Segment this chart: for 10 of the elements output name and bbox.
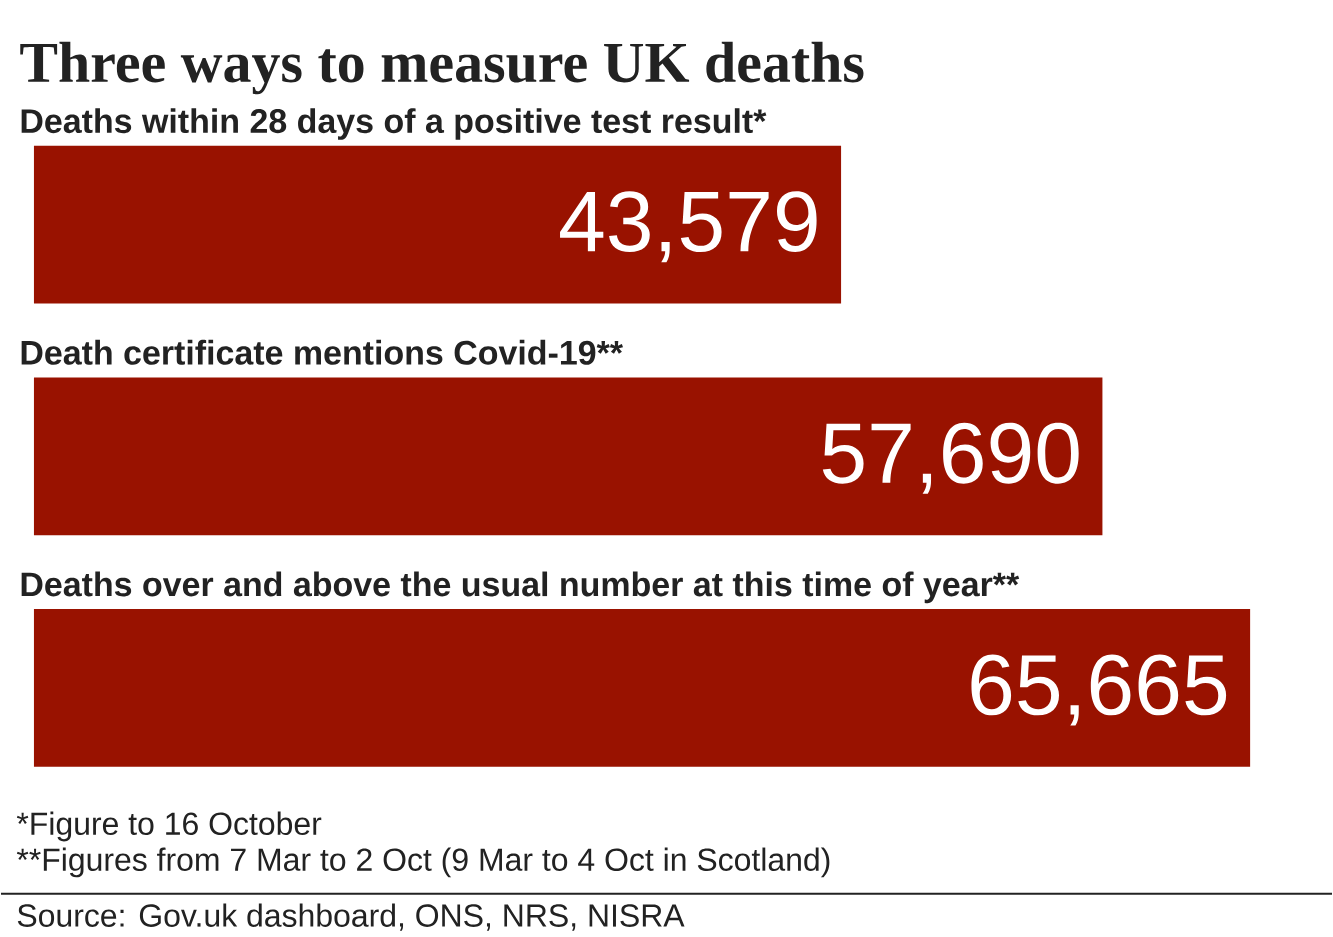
data-label: 65,665 <box>971 654 1227 726</box>
y-tick-label: Death certificate mentions Covid-19** <box>21 340 623 366</box>
y-tick-label: Deaths over and above the usual number at this time of year** <box>21 571 1020 604</box>
data-label: 57,690 <box>822 423 1079 494</box>
y-tick-label: Deaths within 28 days of a positive test result* <box>21 108 767 141</box>
data-label: 43,579 <box>560 191 817 263</box>
text: Three ways to measure UK deaths <box>20 41 864 95</box>
source-note: Source: Gov.uk dashboard, ONS, NRS, NISRA <box>17 903 685 931</box>
text: **Figures from 7 Mar to 2 Oct (9 Mar to 4 Oct in Scotland) <box>16 847 830 878</box>
text: *Figure to 16 October <box>16 811 322 842</box>
